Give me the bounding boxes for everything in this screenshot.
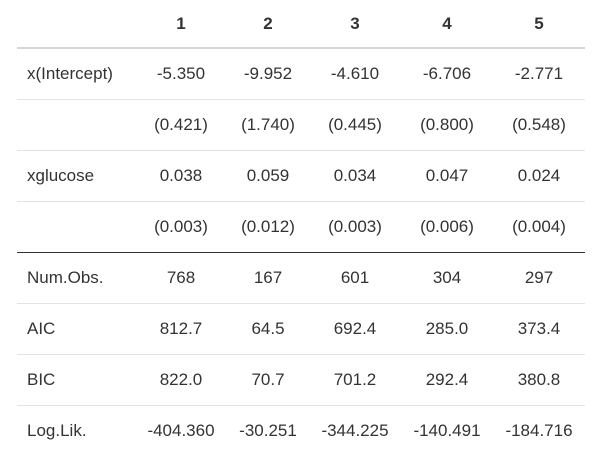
table-cell: 167 bbox=[253, 268, 283, 287]
header-row: 1 2 3 4 5 bbox=[17, 0, 585, 49]
table-row: x(Intercept) -5.350 -9.952 -4.610 -6.706 -2.7… bbox=[17, 49, 585, 100]
table-cell: 380.8 bbox=[517, 370, 561, 389]
table-cell: 822.0 bbox=[159, 370, 203, 389]
table-cell: 292.4 bbox=[425, 370, 469, 389]
table-cell: (0.003) bbox=[154, 217, 208, 236]
table-cell: 601 bbox=[340, 268, 370, 287]
table-cell: -30.251 bbox=[239, 421, 297, 440]
table-cell: 768 bbox=[166, 268, 196, 287]
table-cell: (1.740) bbox=[241, 115, 295, 134]
table-body: x(Intercept) -5.350 -9.952 -4.610 -6.706 -2.7… bbox=[17, 49, 585, 456]
table-cell: -184.716 bbox=[505, 421, 573, 440]
table-cell: 0.024 bbox=[517, 166, 561, 185]
table-row: Log.Lik. -404.360 -30.251 -344.225 -140.491 -… bbox=[17, 406, 585, 456]
table-cell: 70.7 bbox=[251, 370, 285, 389]
table-cell: 692.4 bbox=[333, 319, 377, 338]
table-cell: -4.610 bbox=[330, 64, 380, 83]
table-row: (0.003) (0.012) (0.003) (0.006) (0.004) bbox=[17, 202, 585, 253]
table-cell: 0.038 bbox=[159, 166, 203, 185]
table-cell: (0.003) bbox=[328, 217, 382, 236]
table-cell: 812.7 bbox=[159, 319, 203, 338]
table-cell: 304 bbox=[432, 268, 462, 287]
row-label: Log.Lik. bbox=[27, 421, 87, 440]
table-cell: (0.006) bbox=[420, 217, 474, 236]
table-cell: -5.350 bbox=[156, 64, 206, 83]
column-header: 5 bbox=[534, 13, 544, 33]
table-cell: 64.5 bbox=[251, 319, 285, 338]
table-cell: (0.004) bbox=[512, 217, 566, 236]
row-label: BIC bbox=[27, 370, 56, 389]
table-cell: 373.4 bbox=[517, 319, 561, 338]
table-cell: (0.548) bbox=[512, 115, 566, 134]
table-row: (0.421) (1.740) (0.445) (0.800) (0.548) bbox=[17, 100, 585, 151]
table-cell: 297 bbox=[524, 268, 554, 287]
table-cell: (0.421) bbox=[154, 115, 208, 134]
table-cell: -2.771 bbox=[514, 64, 564, 83]
regression-table: 1 2 3 4 5 x(Intercept) -5.350 -9.952 -4.610 -6.7… bbox=[17, 0, 585, 456]
table-cell: 701.2 bbox=[333, 370, 377, 389]
column-header: 3 bbox=[350, 13, 360, 33]
table-row: BIC 822.0 70.7 701.2 292.4 380.8 bbox=[17, 355, 585, 406]
table-row: xglucose 0.038 0.059 0.034 0.047 0.024 bbox=[17, 151, 585, 202]
table-cell: (0.012) bbox=[241, 217, 295, 236]
table-cell: 285.0 bbox=[425, 319, 469, 338]
table-cell: 0.047 bbox=[425, 166, 469, 185]
column-header: 4 bbox=[442, 13, 452, 33]
table-cell: -344.225 bbox=[321, 421, 389, 440]
row-label: AIC bbox=[27, 319, 56, 338]
table-cell: (0.800) bbox=[420, 115, 474, 134]
table-cell: -140.491 bbox=[413, 421, 481, 440]
table-cell: 0.034 bbox=[333, 166, 377, 185]
table-cell: (0.445) bbox=[328, 115, 382, 134]
table-row: AIC 812.7 64.5 692.4 285.0 373.4 bbox=[17, 304, 585, 355]
row-label: Num.Obs. bbox=[27, 268, 104, 287]
row-label: x(Intercept) bbox=[27, 64, 113, 83]
table-cell: 0.059 bbox=[246, 166, 290, 185]
column-header: 1 bbox=[176, 13, 186, 33]
table-cell: -6.706 bbox=[422, 64, 472, 83]
column-header: 2 bbox=[263, 13, 273, 33]
row-label: xglucose bbox=[27, 166, 95, 185]
table-cell: -9.952 bbox=[243, 64, 293, 83]
table-cell: -404.360 bbox=[147, 421, 215, 440]
table-row: Num.Obs. 768 167 601 304 297 bbox=[17, 253, 585, 304]
